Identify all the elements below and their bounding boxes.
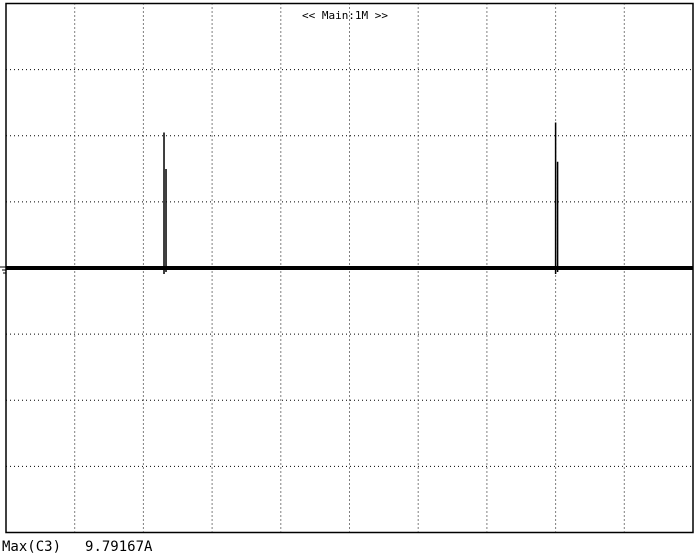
measurement-label: Max(C3) bbox=[2, 539, 62, 555]
measurement-readout: Max(C3) 9.79167A bbox=[2, 537, 152, 557]
oscilloscope-screen: << Main:1M >> bbox=[0, 2, 694, 534]
oscilloscope-graticule: << Main:1M >> bbox=[0, 2, 694, 534]
ground-marker-icon bbox=[0, 266, 6, 274]
trace-spike bbox=[163, 132, 167, 274]
measurement-value: 9.79167A bbox=[85, 539, 153, 555]
channel-trace bbox=[6, 122, 693, 274]
timebase-title[interactable]: << Main:1M >> bbox=[302, 9, 388, 22]
trace-spike bbox=[554, 122, 559, 274]
